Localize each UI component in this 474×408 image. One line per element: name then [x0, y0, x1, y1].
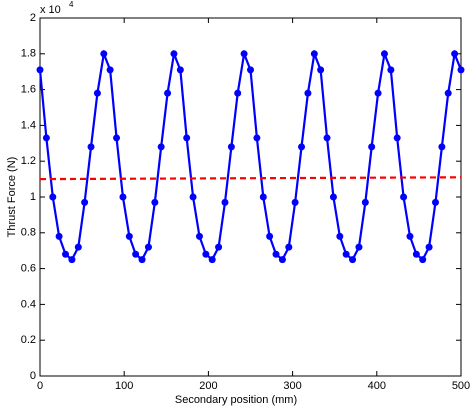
- x-tick-label: 100: [115, 380, 133, 392]
- marker: [208, 256, 216, 264]
- marker: [176, 66, 184, 74]
- marker: [259, 193, 267, 201]
- marker: [144, 243, 152, 251]
- marker: [438, 143, 446, 151]
- marker: [55, 232, 63, 240]
- axes-box: [39, 17, 462, 377]
- y-tick-label: 1.2: [21, 155, 36, 167]
- marker: [202, 250, 210, 258]
- marker: [355, 243, 363, 251]
- marker: [451, 50, 459, 58]
- marker: [119, 193, 127, 201]
- marker: [336, 232, 344, 240]
- marker: [100, 50, 108, 58]
- marker: [400, 193, 408, 201]
- y-tick-label: 1.6: [21, 84, 36, 96]
- y-tick-label: 0.6: [21, 263, 36, 275]
- marker: [419, 256, 427, 264]
- marker: [368, 143, 376, 151]
- marker: [42, 134, 50, 142]
- marker: [431, 198, 439, 206]
- y-tick-label: 2: [30, 12, 36, 24]
- marker: [240, 50, 248, 58]
- marker: [164, 89, 172, 97]
- marker: [170, 50, 178, 58]
- marker: [266, 232, 274, 240]
- marker: [138, 256, 146, 264]
- marker: [234, 89, 242, 97]
- axis-multiplier: x 10: [40, 4, 61, 16]
- marker: [272, 250, 280, 258]
- marker: [81, 198, 89, 206]
- marker: [189, 193, 197, 201]
- marker: [393, 134, 401, 142]
- marker: [317, 66, 325, 74]
- marker: [387, 66, 395, 74]
- marker: [195, 232, 203, 240]
- marker: [349, 256, 357, 264]
- marker: [74, 243, 82, 251]
- y-tick-label: 1.8: [21, 48, 36, 60]
- y-tick-label: 1: [30, 191, 36, 203]
- marker: [342, 250, 350, 258]
- x-tick-label: 200: [199, 380, 217, 392]
- marker: [285, 243, 293, 251]
- marker: [425, 243, 433, 251]
- x-tick-label: 500: [452, 380, 470, 392]
- marker: [157, 143, 165, 151]
- marker: [412, 250, 420, 258]
- marker: [106, 66, 114, 74]
- line: [39, 176, 462, 181]
- marker: [278, 256, 286, 264]
- marker: [323, 134, 331, 142]
- x-tick-label: 0: [37, 380, 43, 392]
- marker: [68, 256, 76, 264]
- marker: [253, 134, 261, 142]
- marker: [329, 193, 337, 201]
- x-tick-label: 300: [283, 380, 301, 392]
- marker: [49, 193, 57, 201]
- marker: [291, 198, 299, 206]
- y-tick-label: 0.8: [21, 227, 36, 239]
- marker: [444, 89, 452, 97]
- marker: [304, 89, 312, 97]
- marker: [374, 89, 382, 97]
- x-tick-label: 400: [368, 380, 386, 392]
- marker: [215, 243, 223, 251]
- y-tick-label: 0.2: [21, 334, 36, 346]
- marker: [113, 134, 121, 142]
- marker: [221, 198, 229, 206]
- marker: [310, 50, 318, 58]
- y-tick-label: 0.4: [21, 298, 36, 310]
- axis-multiplier-exponent: 4: [69, 0, 74, 9]
- marker: [227, 143, 235, 151]
- marker: [151, 198, 159, 206]
- x-axis-label: Secondary position (mm): [175, 394, 297, 406]
- marker: [62, 250, 70, 258]
- marker: [183, 134, 191, 142]
- marker: [87, 143, 95, 151]
- marker: [125, 232, 133, 240]
- marker: [132, 250, 140, 258]
- y-axis-label: Thrust Force (N): [6, 157, 18, 238]
- marker: [406, 232, 414, 240]
- marker: [93, 89, 101, 97]
- marker: [361, 198, 369, 206]
- marker: [298, 143, 306, 151]
- marker: [247, 66, 254, 74]
- marker: [36, 66, 44, 74]
- marker: [457, 66, 465, 74]
- marker: [380, 50, 388, 58]
- y-tick-label: 1.4: [21, 119, 36, 131]
- y-tick-label: 0: [30, 370, 36, 382]
